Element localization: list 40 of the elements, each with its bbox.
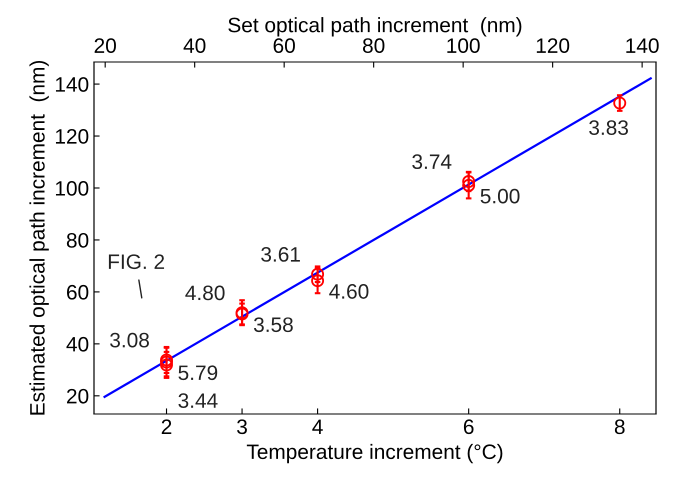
x-tick-label: 2	[162, 419, 172, 434]
y-tick-label: 60	[67, 284, 88, 300]
point	[613, 96, 626, 110]
x2-tick-label: 120	[536, 38, 570, 54]
annotation: 3.83	[589, 120, 628, 136]
point	[462, 175, 476, 188]
y-tick-label: 20	[67, 388, 88, 404]
y-tick-label: 120	[56, 129, 88, 144]
annotation: 4.80	[185, 285, 225, 300]
x2-axis-title: Set optical path increment (nm)	[228, 17, 522, 36]
y-tick-label: 80	[66, 232, 88, 248]
annotation: 4.60	[329, 284, 368, 299]
x2-tick-label: 40	[184, 38, 206, 54]
point	[160, 354, 173, 366]
annotation: 5.79	[178, 365, 218, 380]
point	[462, 178, 476, 192]
annotation: 3.74	[412, 154, 452, 170]
y-tick-label: 140	[56, 77, 88, 92]
x-tick-label: 8	[614, 419, 625, 434]
annotation: 3.61	[261, 247, 300, 262]
x2-tick-label: 100	[447, 38, 480, 54]
x2-tick-label: 80	[362, 38, 384, 54]
annotation: 3.44	[178, 393, 218, 408]
point	[311, 274, 324, 288]
point	[160, 356, 173, 369]
point	[160, 358, 173, 372]
x2-tick-label: 20	[94, 38, 116, 54]
x2-tick-label: 140	[626, 38, 659, 54]
y-axis-title: Estimated optical path increment (nm)	[29, 60, 49, 415]
annotation: 3.08	[110, 332, 149, 348]
x-tick-label: 4	[312, 420, 323, 434]
annotation: 5.00	[480, 188, 520, 204]
x-tick-label: 3	[237, 419, 247, 434]
x-axis-title: Temperature increment (°C)	[246, 444, 502, 464]
x-tick-label: 6	[464, 419, 474, 434]
x2-tick-label: 60	[274, 38, 295, 54]
annotation: 3.58	[254, 317, 293, 332]
y-tick-label: 100	[56, 180, 88, 196]
y-tick-label: 40	[66, 336, 88, 352]
annotation: FIG. 2	[108, 254, 164, 270]
